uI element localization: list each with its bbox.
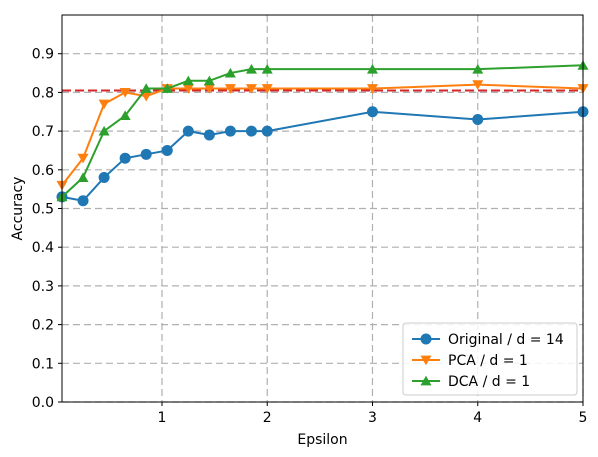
- data-point-marker: [366, 63, 378, 74]
- data-point-marker: [366, 106, 378, 118]
- y-tick-label: 0.7: [32, 124, 54, 140]
- y-tick-label: 0.9: [32, 47, 54, 63]
- y-tick-label: 0.5: [32, 202, 54, 218]
- series-line: [61, 110, 584, 202]
- y-tick-label: 0.8: [32, 85, 54, 101]
- data-point-marker: [420, 375, 432, 386]
- data-point-marker: [98, 172, 110, 184]
- x-tick-label: 2: [263, 410, 272, 426]
- data-point-marker: [420, 333, 432, 345]
- legend-item: DCA / d = 1: [412, 374, 530, 390]
- y-tick-label: 0.0: [32, 395, 54, 411]
- data-point-marker: [140, 83, 152, 93]
- x-tick-label: 4: [473, 410, 482, 426]
- data-point-marker: [182, 125, 194, 137]
- data-point-marker: [203, 129, 215, 141]
- data-point-marker: [366, 84, 378, 94]
- y-axis-label: Accuracy: [10, 177, 26, 241]
- legend-item: Original / d = 14: [412, 332, 564, 348]
- series-line: [61, 64, 584, 198]
- tick-layer: 1 2 3 4 5 0.0 0.1 0.2 0.3 0.4 0.5 0.6 0.7 0.8 0.9: [32, 47, 588, 426]
- data-point-marker: [77, 172, 89, 182]
- legend-box: [402, 322, 578, 396]
- data-point-marker: [203, 84, 215, 94]
- data-point-marker: [119, 88, 131, 98]
- data-point-marker: [161, 83, 173, 93]
- data-point-marker: [77, 195, 89, 207]
- data-point-marker: [245, 125, 257, 137]
- y-tick-label: 0.1: [32, 356, 54, 372]
- data-point-marker: [245, 84, 257, 94]
- data-point-marker: [119, 152, 131, 164]
- data-point-marker: [224, 67, 236, 78]
- x-tick-label: 3: [368, 410, 377, 426]
- y-tick-label: 0.6: [32, 163, 54, 179]
- data-point-marker: [261, 63, 273, 74]
- data-point-marker: [420, 355, 432, 366]
- data-point-marker: [224, 84, 236, 94]
- data-point-marker: [224, 125, 236, 137]
- data-point-marker: [161, 144, 173, 156]
- data-point-marker: [261, 84, 273, 94]
- data-point-marker: [203, 75, 215, 86]
- data-point-marker: [472, 113, 484, 125]
- data-point-marker: [140, 91, 152, 102]
- data-point-marker: [245, 63, 257, 74]
- data-point-marker: [472, 80, 484, 90]
- data-point-marker: [98, 99, 110, 110]
- x-tick-label: 5: [579, 410, 588, 426]
- series-2: [56, 80, 589, 191]
- data-point-marker: [77, 153, 89, 164]
- data-point-marker: [182, 75, 194, 86]
- legend-item: PCA / d = 1: [412, 353, 528, 369]
- series-1: [56, 106, 589, 207]
- data-point-marker: [140, 148, 152, 160]
- legend-label: PCA / d = 1: [448, 353, 528, 369]
- x-axis-label: Epsilon: [297, 432, 347, 448]
- data-point-marker: [98, 125, 110, 136]
- data-point-marker: [261, 125, 273, 137]
- data-point-marker: [119, 110, 131, 121]
- series-layer: [56, 60, 589, 207]
- data-point-marker: [182, 84, 194, 94]
- y-tick-label: 0.4: [32, 240, 54, 256]
- y-tick-label: 0.2: [32, 318, 54, 334]
- legend-label: Original / d = 14: [448, 332, 564, 348]
- data-point-marker: [472, 63, 484, 74]
- x-tick-label: 1: [158, 410, 167, 426]
- legend: Original / d = 14 PCA / d = 1 DCA / d = 1: [402, 322, 578, 396]
- y-tick-label: 0.3: [32, 279, 54, 295]
- legend-label: DCA / d = 1: [448, 374, 530, 390]
